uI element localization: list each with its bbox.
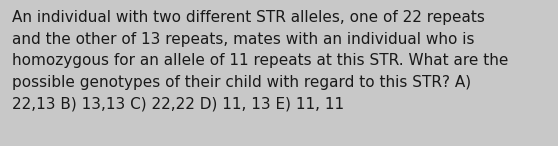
Text: An individual with two different STR alleles, one of 22 repeats
and the other of: An individual with two different STR all… [12, 10, 509, 112]
